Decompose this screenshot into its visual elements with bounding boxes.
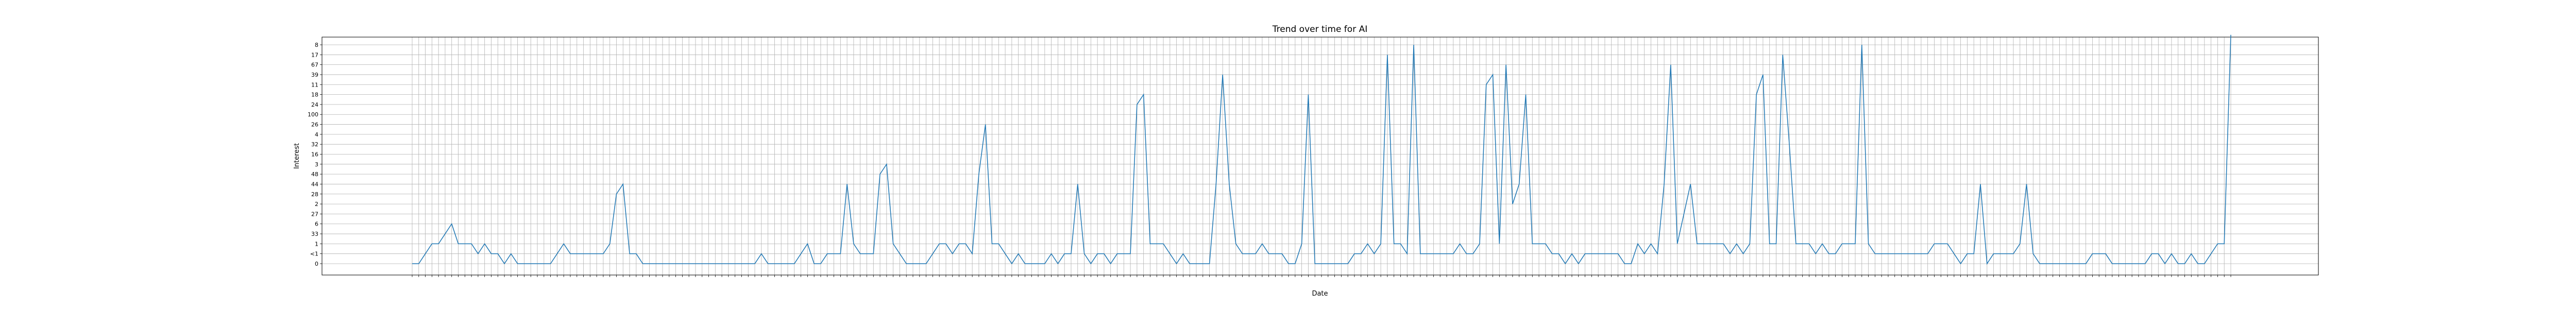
y-tick-label: 8 bbox=[315, 42, 318, 48]
y-tick-label: 16 bbox=[311, 151, 318, 158]
y-tick-label: 33 bbox=[311, 231, 318, 237]
y-tick-label: 26 bbox=[311, 122, 318, 128]
x-axis-label: Date bbox=[1312, 290, 1328, 298]
y-tick-label: 2 bbox=[315, 201, 318, 208]
y-tick-label: 11 bbox=[311, 81, 318, 88]
y-tick-label: 67 bbox=[311, 62, 318, 68]
y-tick-label: 48 bbox=[311, 171, 318, 178]
y-tick-label: 18 bbox=[311, 92, 318, 98]
y-tick-label: 27 bbox=[311, 211, 318, 217]
y-tick-label: 1 bbox=[315, 241, 318, 247]
y-tick-label: 0 bbox=[315, 261, 318, 267]
y-tick-label: 44 bbox=[311, 181, 318, 187]
y-axis-ticks: 0 <1 1 33 6 27 2 28 44 48 3 16 32 4 26 100 24 18 11 39 67 17 8 bbox=[308, 42, 322, 267]
y-tick-label: 4 bbox=[315, 131, 318, 138]
y-tick-label: 28 bbox=[311, 191, 318, 198]
plot-frame bbox=[321, 37, 2319, 276]
y-tick-label: 24 bbox=[311, 101, 318, 108]
grid bbox=[322, 37, 2318, 275]
series-line bbox=[412, 35, 2231, 265]
y-tick-label: <1 bbox=[310, 251, 318, 258]
y-tick-label: 32 bbox=[311, 141, 318, 148]
y-tick-label: 39 bbox=[311, 72, 318, 78]
y-tick-label: 6 bbox=[315, 221, 318, 228]
y-tick-label: 3 bbox=[315, 161, 318, 168]
y-tick-label: 100 bbox=[308, 111, 318, 118]
chart-title: Trend over time for AI bbox=[1272, 24, 1367, 35]
y-axis-label: Interest bbox=[293, 143, 301, 169]
y-tick-label: 17 bbox=[311, 52, 318, 58]
x-axis-ticks bbox=[412, 275, 2231, 277]
